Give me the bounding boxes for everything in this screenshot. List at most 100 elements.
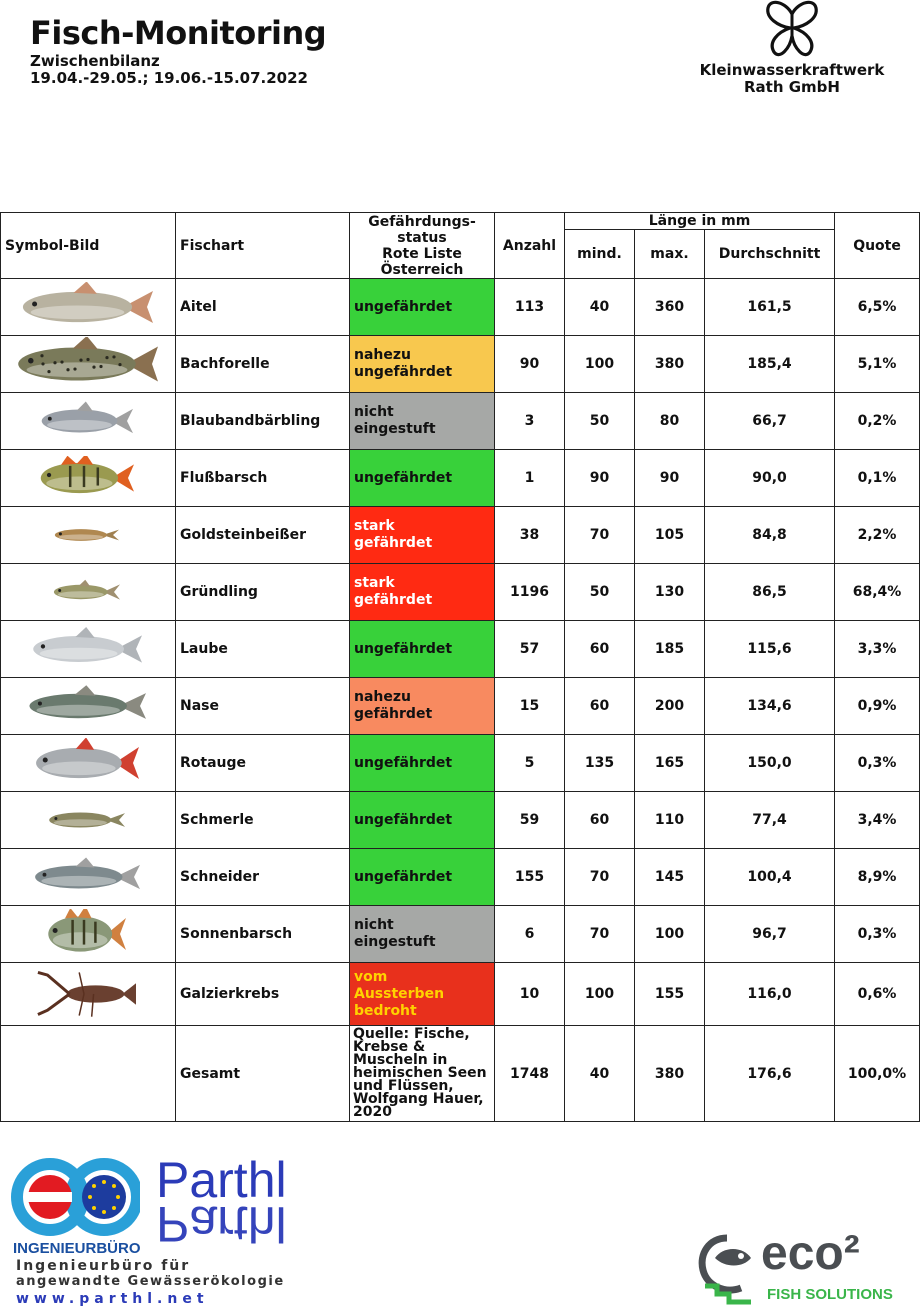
total-min: 40 — [564, 1025, 635, 1122]
status-line: eingestuft — [354, 934, 436, 950]
table-row: Schneider ungefährdet 155 70 145 100,4 8,9% — [0, 848, 920, 906]
avg-length-cell: 134,6 — [703, 677, 836, 735]
eco2-sub: FISH SOLUTIONS — [767, 1286, 893, 1303]
total-label: Gesamt — [175, 1025, 350, 1122]
max-length-cell: 80 — [634, 392, 705, 450]
source-prefix: Quelle: — [353, 1026, 414, 1042]
count-cell: 5 — [494, 734, 565, 792]
min-length-cell: 60 — [564, 791, 635, 849]
avg-length-cell: 116,0 — [703, 962, 836, 1026]
min-length-cell: 100 — [564, 962, 635, 1026]
symbol-image-cell — [0, 392, 176, 450]
species-name: Bachforelle — [175, 335, 350, 393]
header-symbol: Symbol-Bild — [0, 212, 176, 279]
avg-length-cell: 77,4 — [703, 791, 836, 849]
partl-sub-text: INGENIEURBÜROS — [13, 1240, 140, 1257]
species-name: Laube — [175, 620, 350, 678]
status-line: vom — [354, 968, 388, 985]
status-line: ungefährdet — [354, 868, 453, 885]
quota-cell: 0,9% — [834, 677, 920, 735]
quota-cell: 0,3% — [834, 734, 920, 792]
min-length-cell: 70 — [564, 905, 635, 963]
status-badge: stark gefährdet — [349, 563, 495, 621]
status-badge: stark gefährdet — [349, 506, 495, 564]
bleak-icon — [33, 627, 142, 663]
count-cell: 155 — [494, 848, 565, 906]
eco2-logo: eco² FISH SOLUTIONS — [695, 1227, 900, 1308]
quota-cell: 2,2% — [834, 506, 920, 564]
max-length-cell: 130 — [634, 563, 705, 621]
topmouth-gudgeon-icon — [41, 401, 133, 434]
pumpkinseed-icon — [48, 909, 126, 952]
species-name: Gründling — [175, 563, 350, 621]
table-row: Galzierkrebs vom Aussterben bedroht 10 100 155… — [0, 962, 920, 1026]
status-badge: nahezu gefährdet — [349, 677, 495, 735]
quota-cell: 0,3% — [834, 905, 920, 963]
company-name-line2: Rath GmbH — [744, 78, 840, 96]
source-author: , Wolfgang Hauer, 2020 — [353, 1078, 484, 1120]
status-badge: vom Aussterben bedroht — [349, 962, 495, 1026]
status-line: bedroht — [354, 1002, 417, 1019]
status-line: ungefährdet — [354, 640, 453, 657]
header-status-line3: Rote Liste — [382, 245, 462, 262]
symbol-image-cell — [0, 449, 176, 507]
quota-cell: 3,4% — [834, 791, 920, 849]
roach-icon — [36, 738, 139, 779]
quota-cell: 8,9% — [834, 848, 920, 906]
max-length-cell: 105 — [634, 506, 705, 564]
status-badge: nicht eingestuft — [349, 392, 495, 450]
symbol-image-cell — [0, 278, 176, 336]
status-badge: nahezu ungefährdet — [349, 335, 495, 393]
species-name: Rotauge — [175, 734, 350, 792]
species-name: Galzierkrebs — [175, 962, 350, 1026]
avg-length-cell: 86,5 — [703, 563, 836, 621]
status-line: ungefährdet — [354, 811, 453, 828]
min-length-cell: 50 — [564, 563, 635, 621]
max-length-cell: 145 — [634, 848, 705, 906]
quota-cell: 5,1% — [834, 335, 920, 393]
count-cell: 38 — [494, 506, 565, 564]
avg-length-cell: 115,6 — [703, 620, 836, 678]
avg-length-cell: 161,5 — [703, 278, 836, 336]
company-name-line1: Kleinwasserkraftwerk — [699, 61, 885, 79]
avg-length-cell: 100,4 — [703, 848, 836, 906]
table-row: Laube ungefährdet 57 60 185 115,6 3,3% — [0, 620, 920, 678]
subtitle: Zwischenbilanz 19.04.-29.05.; 19.06.-15.… — [30, 53, 308, 87]
symbol-image-cell — [0, 734, 176, 792]
total-quota: 100,0% — [834, 1025, 920, 1122]
butterfly-icon — [766, 0, 818, 57]
min-length-cell: 60 — [564, 620, 635, 678]
table-row: Gründling stark gefährdet 1196 50 130 86,5 68,4… — [0, 563, 920, 621]
partl-url: www.parthl.net — [16, 1291, 209, 1307]
header-status-line4: Österreich — [380, 261, 464, 278]
max-length-cell: 110 — [634, 791, 705, 849]
symbol-image-cell — [0, 848, 176, 906]
avg-length-cell: 66,7 — [703, 392, 836, 450]
nase-fish-icon — [29, 685, 146, 719]
status-line: nicht — [354, 917, 394, 933]
status-line: stark — [354, 518, 395, 534]
status-line: stark — [354, 575, 395, 591]
status-line: eingestuft — [354, 421, 436, 437]
status-line: nahezu — [354, 689, 411, 705]
status-line: ungefährdet — [354, 298, 453, 315]
partl-name: Parthl — [156, 1152, 287, 1208]
table-row: Blaubandbärbling nicht eingestuft 3 50 80 66,7… — [0, 392, 920, 450]
partl-line2: angewandte Gewässerökologie — [16, 1274, 285, 1289]
symbol-image-cell — [0, 962, 176, 1026]
species-name: Sonnenbarsch — [175, 905, 350, 963]
fish-monitoring-table: Symbol-Bild Fischart Gefährdungs- status… — [0, 212, 920, 1122]
quota-cell: 68,4% — [834, 563, 920, 621]
status-line: gefährdet — [354, 592, 433, 608]
min-length-cell: 100 — [564, 335, 635, 393]
min-length-cell: 50 — [564, 392, 635, 450]
status-line: Aussterben — [354, 985, 445, 1002]
status-line: gefährdet — [354, 706, 433, 722]
total-symbol-cell — [0, 1025, 176, 1122]
max-length-cell: 90 — [634, 449, 705, 507]
table-row: Sonnenbarsch nicht eingestuft 6 70 100 96,7 0,3… — [0, 905, 920, 963]
total-max: 380 — [634, 1025, 705, 1122]
company-logo: Kleinwasserkraftwerk Rath GmbH — [672, 0, 912, 96]
table-row: Rotauge ungefährdet 5 135 165 150,0 0,3% — [0, 734, 920, 792]
status-badge: ungefährdet — [349, 791, 495, 849]
